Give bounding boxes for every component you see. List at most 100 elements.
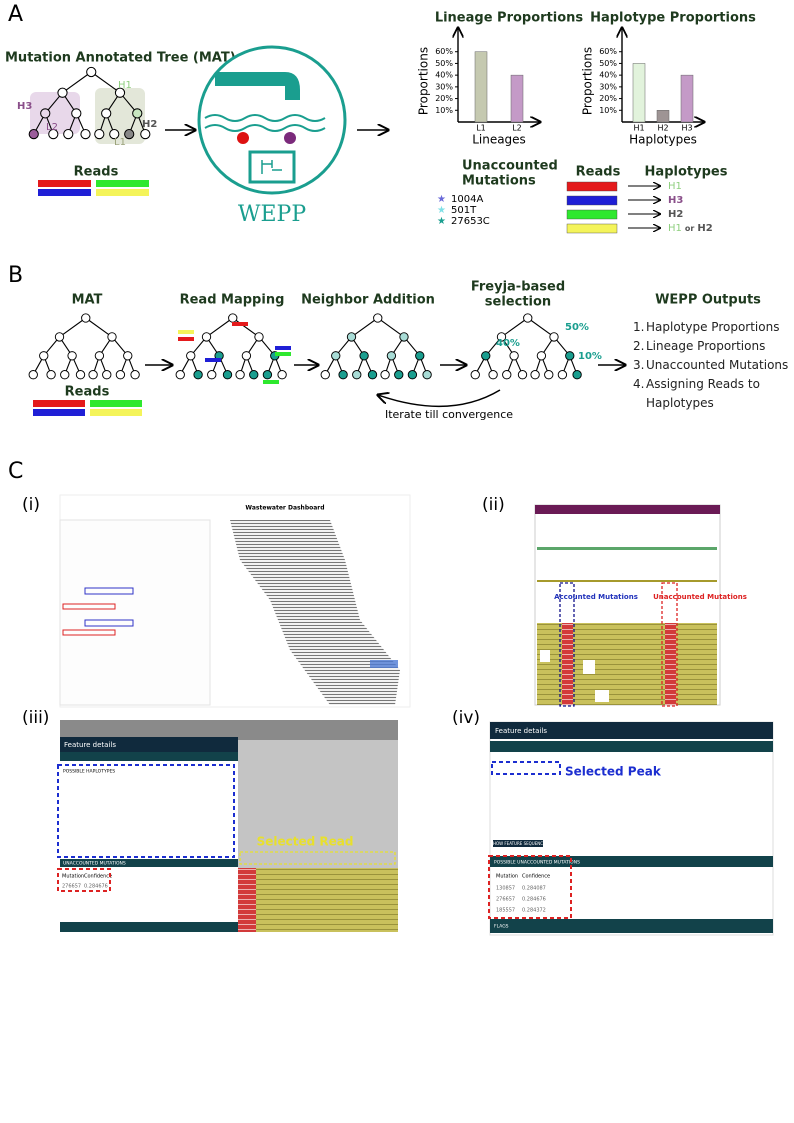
tree-node [201,332,212,342]
tree-node [509,351,519,361]
tree-node [101,108,112,119]
unaccounted-label: Unaccounted Mutations [653,593,747,601]
read [90,409,142,416]
tree-node [346,332,357,342]
item-number: 1. [633,320,645,334]
mutation-column [665,623,676,705]
tree [320,313,432,380]
read [96,189,149,196]
tree-edge [90,71,121,94]
tree-node [331,351,341,361]
panel-label: B [8,263,23,288]
panel-label: A [8,2,23,27]
unaccounted-box [661,582,678,707]
sub-label: (i) [22,495,40,515]
highlight [62,603,116,610]
tree-node [28,370,38,380]
item-text: Unaccounted Mutations [646,358,789,372]
section [490,741,773,752]
proportion-label: 40% [496,338,520,349]
y-tick-label: 40% [599,71,617,80]
selected-read-label: Selected Read [257,835,354,849]
tree-node [63,128,74,140]
tree-node [481,351,491,361]
tree-node [67,351,77,361]
tree-node [359,351,369,361]
haplotype-part: H2 [697,223,712,234]
tree-node [124,128,135,140]
tree-node [523,313,533,323]
tree-node [235,370,245,380]
y-tick-label: 40% [435,71,453,80]
logo-text: WEPP [238,202,306,227]
monitor [248,150,296,184]
unaccounted-title: Mutations [462,174,536,189]
section [490,856,773,867]
tree-node [415,351,425,361]
tree-edge [85,317,113,338]
read [566,195,618,206]
l2-box [30,92,80,134]
tree-node [46,370,56,380]
tree-node [557,370,568,380]
read [275,352,291,356]
star-icon: ★ [437,216,446,227]
search-box [84,619,134,627]
button-label: SHOW FEATURE SEQUENCE [490,841,546,846]
read [38,189,91,196]
tree-node [470,370,480,380]
bar [680,74,694,123]
bar [656,110,670,123]
output-item: 3. Unaccounted Mutations [633,356,793,375]
tree-node [386,351,397,361]
panel-header: Feature details [495,727,547,735]
button [493,840,543,847]
side-panel [59,519,211,706]
read [90,400,142,407]
read [178,337,194,341]
haplotype: H1 or H2 [668,223,713,234]
tree-edge [206,317,234,338]
gap [595,690,609,702]
tree-node [422,370,432,380]
tree-node [254,332,264,342]
haplotype-box [57,764,235,858]
read [205,358,221,362]
frame [489,721,774,936]
mutation: 27653C [451,216,490,227]
tree-node [102,370,112,380]
tree-label: H1 [118,80,132,91]
step-title: Neighbor Addition [301,293,435,308]
tree [28,313,140,380]
tree-node [407,370,418,380]
unaccounted-list: ★ 1004A ★ 501T ★ 27653C [437,194,490,227]
screenshot-feature: Feature details Selected Peak SHOW FEATU… [488,721,774,936]
pipe [215,72,300,100]
l1-box [95,88,145,144]
tree [470,313,582,380]
tree-node [75,370,86,380]
tree-node [320,370,330,380]
tree-node [222,370,233,380]
water [204,114,326,132]
tree-label: H2 [142,119,157,130]
reads-track [238,868,398,932]
column-header: Confidence [522,874,550,880]
gap [540,650,550,662]
haplotype: H1 [668,181,682,192]
tree-node [130,370,140,380]
tree-node [109,128,120,140]
tree-node [71,108,82,119]
trees [28,313,582,380]
bar [632,63,646,123]
tree-label: H3 [17,101,32,112]
section-label: POSSIBLE HAPLOTYPES [63,769,115,775]
tree-node [544,370,554,380]
tree-node [399,332,409,342]
section-label: FLAGS [494,924,509,930]
tree-node [115,370,126,380]
tree-node [207,370,217,380]
tree-node [60,370,70,380]
